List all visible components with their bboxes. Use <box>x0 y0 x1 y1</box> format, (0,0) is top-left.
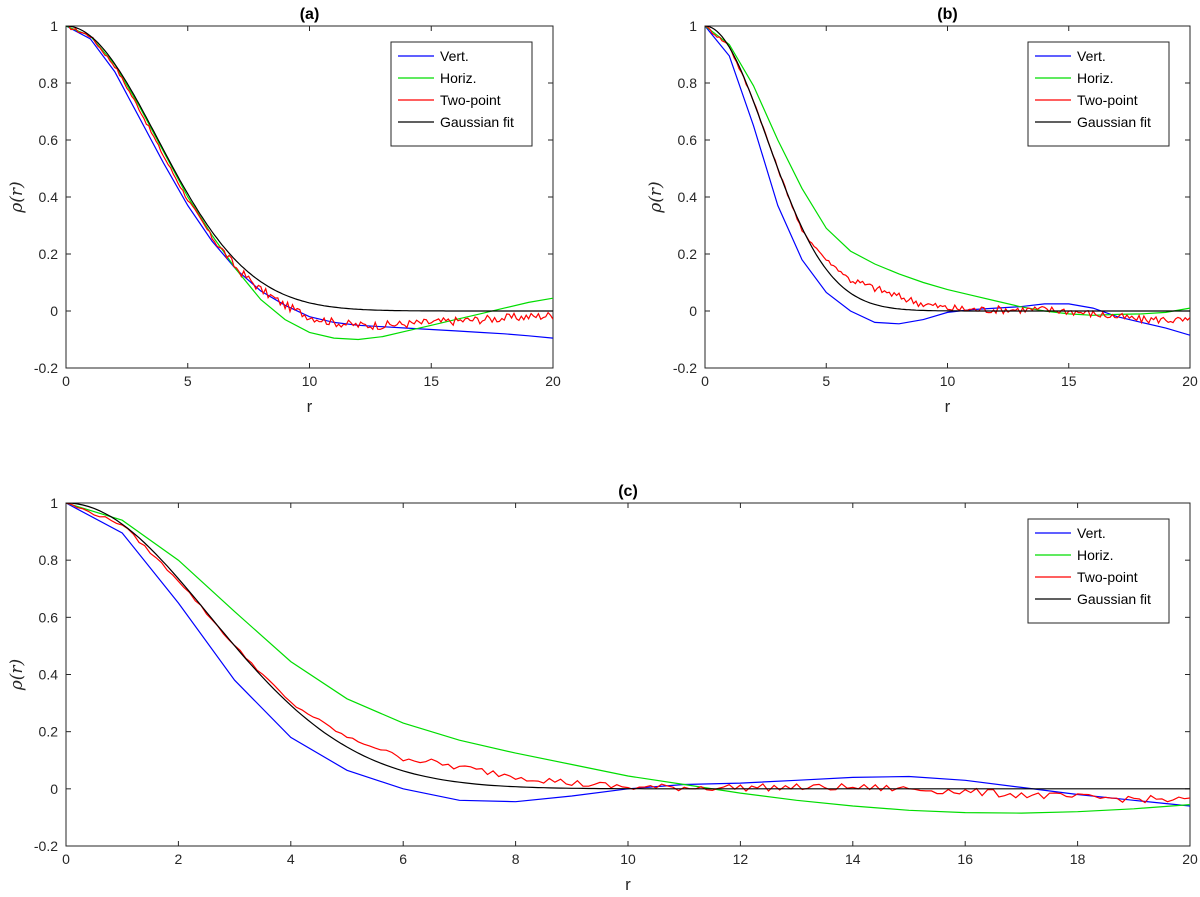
series-line-two-point <box>66 26 553 331</box>
chart-title: (b) <box>937 6 957 23</box>
axes-box <box>65 502 1191 847</box>
y-tick-label: 0.2 <box>39 246 59 262</box>
y-tick-label: 0.4 <box>39 667 59 683</box>
y-tick-label: 0.8 <box>39 75 59 91</box>
y-axis-label: ρ(r) <box>646 181 666 213</box>
y-tick-label: -0.2 <box>673 360 697 376</box>
y-tick-label: 0.4 <box>39 189 59 205</box>
chart-panel-0: 0 5 10 15 20-0.200.20.40.60.81(a)rρ(r)Vert.H… <box>7 6 561 416</box>
y-tick-label: 0.6 <box>678 132 698 148</box>
x-axis-label: r <box>307 397 313 416</box>
legend-label: Horiz. <box>1077 70 1114 86</box>
y-tick-label: 1 <box>50 495 58 511</box>
legend: Vert. Horiz. Two-point Gaussian fit <box>1027 41 1170 147</box>
y-tick-label: 0.6 <box>39 609 59 625</box>
y-tick-label: 0.6 <box>39 132 59 148</box>
legend: Vert. Horiz. Two-point Gaussian fit <box>390 41 533 147</box>
series-line-horiz- <box>705 26 1190 316</box>
x-tick-label: 0 <box>701 373 709 389</box>
x-tick-label: 8 <box>512 851 520 867</box>
x-axis-label: r <box>945 397 951 416</box>
x-tick-label: 10 <box>940 373 956 389</box>
y-tick-label: 0.2 <box>39 724 59 740</box>
series-line-gaussian-fit <box>66 503 1190 790</box>
x-axis-label: r <box>625 875 631 894</box>
x-tick-label: 15 <box>1061 373 1077 389</box>
x-tick-label: 15 <box>423 373 439 389</box>
x-tick-label: 14 <box>845 851 861 867</box>
y-tick-label: 0 <box>50 303 58 319</box>
legend-label: Vert. <box>440 48 469 64</box>
x-tick-label: 20 <box>545 373 561 389</box>
chart-panel-1: 0 5 10 15 20-0.200.20.40.60.81(b)rρ(r)Vert.H… <box>646 6 1198 416</box>
x-tick-label: 0 <box>62 373 70 389</box>
x-tick-label: 12 <box>733 851 749 867</box>
legend-label: Vert. <box>1077 48 1106 64</box>
y-tick-label: 1 <box>689 18 697 34</box>
chart-title: (a) <box>300 6 320 23</box>
x-tick-label: 20 <box>1182 373 1198 389</box>
y-tick-label: 1 <box>50 18 58 34</box>
legend-label: Gaussian fit <box>1077 114 1151 130</box>
legend-label: Two-point <box>1077 569 1138 585</box>
series-line-two-point <box>66 503 1190 804</box>
legend-label: Two-point <box>440 92 501 108</box>
x-tick-label: 10 <box>620 851 636 867</box>
x-tick-label: 20 <box>1182 851 1198 867</box>
x-tick-label: 5 <box>822 373 830 389</box>
legend-label: Two-point <box>1077 92 1138 108</box>
series-line-horiz- <box>66 503 1190 814</box>
legend-label: Gaussian fit <box>440 114 514 130</box>
legend-box <box>1027 41 1170 147</box>
chart-title: (c) <box>618 483 638 500</box>
x-tick-label: 16 <box>957 851 973 867</box>
x-tick-label: 5 <box>184 373 192 389</box>
legend-label: Vert. <box>1077 525 1106 541</box>
y-tick-label: 0.8 <box>678 75 698 91</box>
x-tick-label: 18 <box>1070 851 1086 867</box>
legend-label: Horiz. <box>1077 547 1114 563</box>
x-tick-label: 6 <box>399 851 407 867</box>
legend-label: Horiz. <box>440 70 477 86</box>
y-tick-label: -0.2 <box>34 838 58 854</box>
y-tick-label: 0 <box>689 303 697 319</box>
y-axis-label: ρ(r) <box>7 181 27 213</box>
series-line-gaussian-fit <box>66 26 553 312</box>
legend-label: Gaussian fit <box>1077 591 1151 607</box>
y-axis-label: ρ(r) <box>7 659 27 691</box>
y-tick-label: 0.2 <box>678 246 698 262</box>
x-tick-label: 2 <box>175 851 183 867</box>
y-tick-label: 0 <box>50 781 58 797</box>
legend-box <box>1027 518 1170 624</box>
y-tick-label: 0.8 <box>39 552 59 568</box>
series-line-horiz- <box>66 26 553 341</box>
x-tick-label: 10 <box>302 373 318 389</box>
legend-box <box>390 41 533 147</box>
series-line-gaussian-fit <box>705 26 1190 312</box>
series-line-vert- <box>66 26 553 339</box>
legend: Vert. Horiz. Two-point Gaussian fit <box>1027 518 1170 624</box>
chart-panel-2: 0 2 4 6 8 10 12 14 16 18 20-0.200.20.40.60.81(c)rρ… <box>7 483 1198 894</box>
x-tick-label: 4 <box>287 851 295 867</box>
series-line-vert- <box>705 26 1190 336</box>
y-tick-label: -0.2 <box>34 360 58 376</box>
x-tick-label: 0 <box>62 851 70 867</box>
y-tick-label: 0.4 <box>678 189 698 205</box>
